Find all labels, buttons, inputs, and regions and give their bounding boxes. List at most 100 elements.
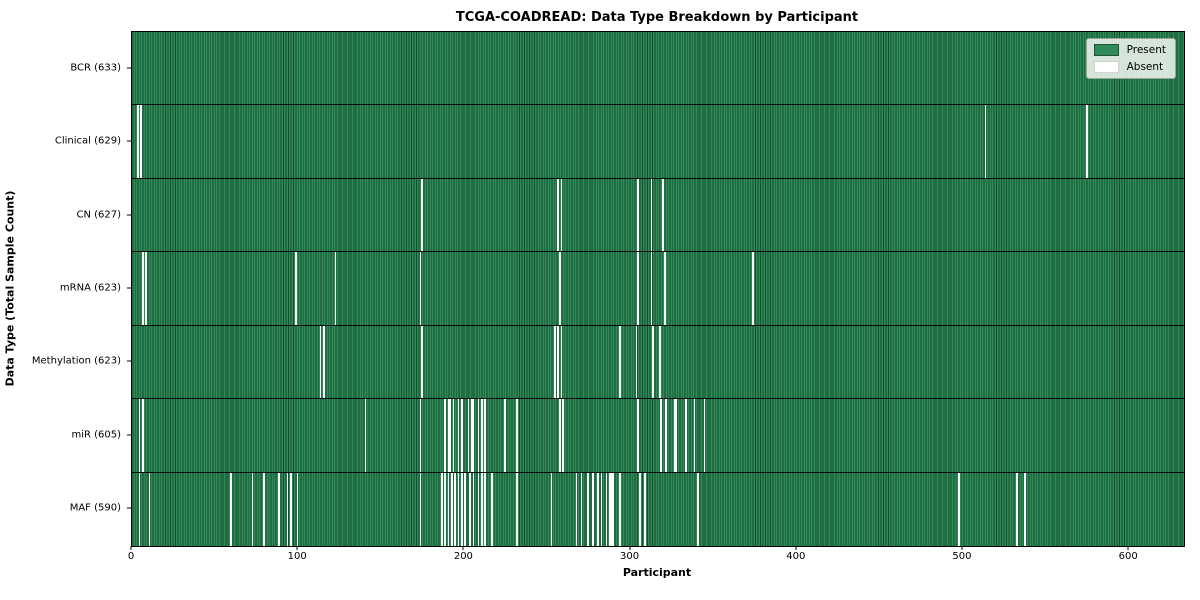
absent-stripe bbox=[660, 399, 663, 472]
absent-stripe bbox=[484, 472, 487, 546]
absent-stripe bbox=[559, 252, 561, 325]
absent-stripe bbox=[703, 399, 706, 472]
legend-label-absent: Absent bbox=[1126, 61, 1164, 73]
absent-stripe bbox=[141, 252, 144, 325]
y-tick-label-cn: CN (627) bbox=[76, 209, 121, 221]
heatmap-row-maf bbox=[132, 472, 1184, 546]
x-axis-label: Participant bbox=[622, 566, 692, 579]
absent-stripe bbox=[447, 472, 450, 546]
absent-stripe bbox=[449, 399, 452, 472]
absent-stripe bbox=[597, 472, 600, 546]
absent-stripe bbox=[515, 399, 518, 472]
absent-stripe bbox=[296, 472, 299, 546]
absent-stripe bbox=[559, 399, 561, 472]
absent-stripe bbox=[140, 105, 142, 178]
absent-stripe bbox=[675, 399, 678, 472]
x-tick-mark bbox=[795, 546, 797, 550]
x-tick-mark bbox=[296, 546, 298, 550]
absent-stripe bbox=[560, 178, 563, 252]
absent-stripe bbox=[481, 399, 483, 472]
absent-stripe bbox=[605, 472, 608, 546]
absent-stripe bbox=[652, 325, 654, 399]
absent-stripe bbox=[364, 399, 367, 472]
absent-stripe bbox=[650, 178, 653, 252]
absent-stripe bbox=[419, 472, 422, 546]
y-tick-mark bbox=[127, 507, 131, 509]
heatmap-row-mrna bbox=[132, 252, 1184, 326]
absent-stripe bbox=[138, 472, 141, 546]
absent-stripe bbox=[587, 472, 590, 546]
absent-stripe bbox=[608, 472, 611, 546]
absent-stripe bbox=[490, 472, 493, 546]
absent-stripe bbox=[251, 472, 254, 546]
legend-label-present: Present bbox=[1126, 44, 1166, 56]
absent-stripe bbox=[637, 252, 639, 325]
absent-stripe bbox=[477, 472, 480, 546]
absent-stripe bbox=[592, 472, 595, 546]
absent-stripe bbox=[550, 472, 553, 546]
x-tick-mark bbox=[629, 546, 631, 550]
absent-stripe bbox=[580, 472, 583, 546]
x-tick-label: 600 bbox=[1118, 551, 1138, 562]
absent-stripe bbox=[421, 178, 423, 252]
absent-stripe bbox=[461, 472, 463, 546]
absent-stripe bbox=[454, 472, 457, 546]
absent-stripe bbox=[697, 472, 699, 546]
y-tick-mark bbox=[127, 360, 131, 362]
absent-stripe bbox=[612, 472, 614, 546]
absent-stripe bbox=[637, 178, 639, 252]
heatmap-row-mir bbox=[132, 399, 1184, 473]
x-axis-ticks: 0 100 200 300 400 500 600 bbox=[128, 546, 1183, 566]
absent-stripe bbox=[464, 472, 467, 546]
absent-stripe bbox=[600, 472, 603, 546]
absent-stripe bbox=[477, 399, 480, 472]
absent-stripe bbox=[635, 325, 638, 399]
absent-stripe bbox=[467, 399, 470, 472]
y-tick-label-clinical: Clinical (629) bbox=[54, 135, 121, 147]
x-tick-label: 100 bbox=[287, 551, 307, 562]
x-tick-label: 500 bbox=[952, 551, 972, 562]
absent-stripe bbox=[472, 399, 475, 472]
absent-stripe bbox=[693, 399, 696, 472]
absent-stripe bbox=[662, 178, 664, 252]
absent-stripe bbox=[650, 252, 653, 325]
absent-stripe bbox=[610, 472, 613, 546]
absent-stripe bbox=[751, 252, 754, 325]
absent-stripe bbox=[289, 472, 292, 546]
absent-stripe bbox=[444, 472, 447, 546]
x-tick-mark bbox=[130, 546, 132, 550]
absent-stripe bbox=[575, 472, 578, 546]
legend: Present Absent bbox=[1085, 38, 1176, 79]
x-tick-mark bbox=[1127, 546, 1129, 550]
absent-stripe bbox=[444, 399, 447, 472]
y-tick-mark bbox=[127, 434, 131, 436]
x-tick-mark bbox=[462, 546, 464, 550]
absent-stripe bbox=[665, 399, 668, 472]
absent-stripe bbox=[451, 472, 453, 546]
absent-stripe bbox=[515, 472, 518, 546]
y-tick-label-mrna: mRNA (623) bbox=[59, 282, 121, 294]
absent-stripe bbox=[557, 178, 560, 252]
y-tick-mark bbox=[127, 140, 131, 142]
absent-stripe bbox=[294, 252, 297, 325]
absent-stripe bbox=[319, 325, 322, 399]
absent-stripe bbox=[663, 252, 666, 325]
absent-stripe bbox=[230, 472, 232, 546]
absent-stripe bbox=[481, 472, 483, 546]
absent-stripe bbox=[138, 399, 141, 472]
x-tick-label: 200 bbox=[453, 551, 473, 562]
absent-stripe bbox=[457, 399, 460, 472]
absent-stripe bbox=[484, 399, 487, 472]
heatmap-row-bcr bbox=[132, 32, 1184, 106]
y-tick-mark bbox=[127, 287, 131, 289]
heatmap-rows bbox=[132, 32, 1184, 546]
chart-title: TCGA-COADREAD: Data Type Breakdown by Pa… bbox=[455, 10, 859, 25]
y-tick-label-methylation: Methylation (623) bbox=[31, 355, 121, 367]
absent-stripe bbox=[658, 325, 661, 399]
absent-stripe bbox=[421, 325, 423, 399]
y-tick-label-maf: MAF (590) bbox=[69, 502, 121, 514]
heatmap-row-cn bbox=[132, 178, 1184, 253]
absent-stripe bbox=[461, 399, 463, 472]
absent-stripe bbox=[957, 472, 960, 546]
